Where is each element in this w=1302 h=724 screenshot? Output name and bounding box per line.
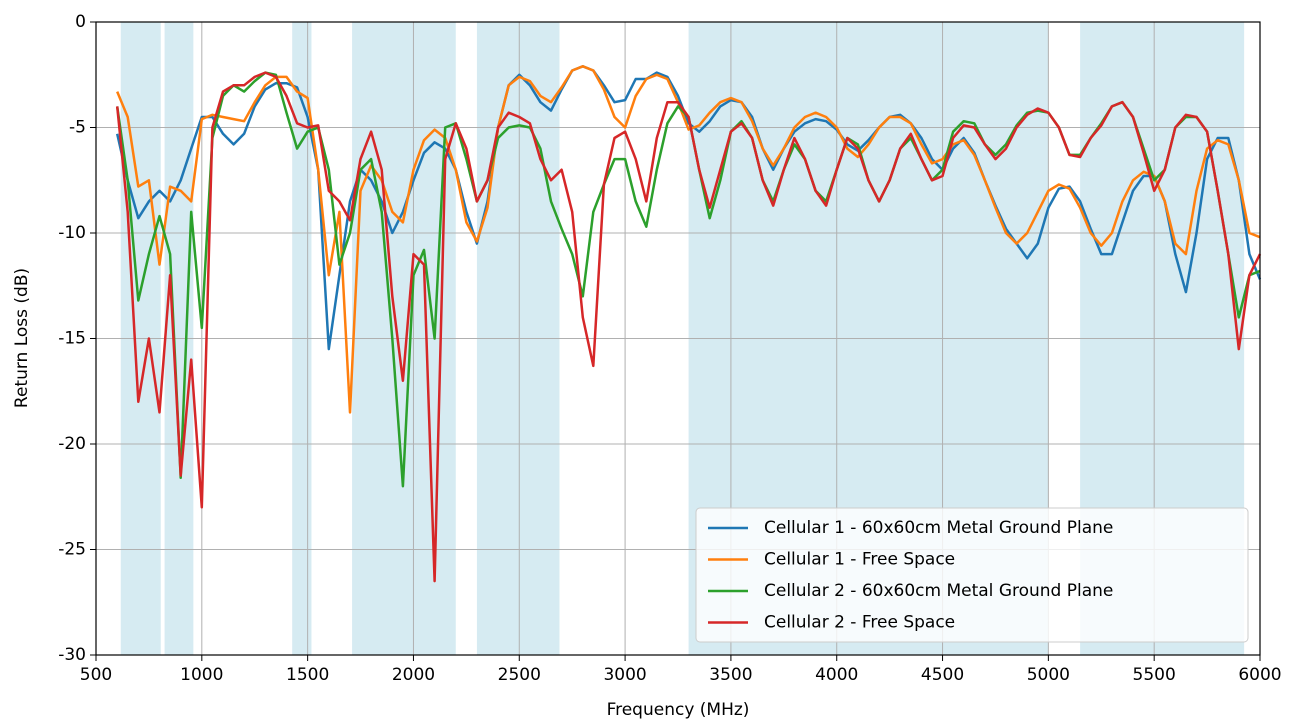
y-tick-label: -30 xyxy=(58,645,86,665)
x-tick-label: 2500 xyxy=(498,665,541,685)
series-line xyxy=(116,65,1261,414)
y-tick-label: -10 xyxy=(58,223,86,243)
y-axis-label: Return Loss (dB) xyxy=(12,268,32,408)
legend-label: Cellular 1 - Free Space xyxy=(764,550,955,570)
x-tick-label: 4000 xyxy=(815,665,858,685)
x-tick-label: 3000 xyxy=(603,665,646,685)
legend-label: Cellular 1 - 60x60cm Metal Ground Plane xyxy=(764,518,1113,538)
x-tick-label: 3500 xyxy=(709,665,752,685)
y-tick-label: -15 xyxy=(58,329,86,349)
legend-box xyxy=(695,507,1249,643)
x-tick-label: 500 xyxy=(80,665,112,685)
x-tick-label: 5000 xyxy=(1027,665,1070,685)
x-tick-label: 4500 xyxy=(921,665,964,685)
x-tick-label: 6000 xyxy=(1238,665,1281,685)
y-tick-label: -25 xyxy=(58,540,86,560)
legend-label: Cellular 2 - 60x60cm Metal Ground Plane xyxy=(764,581,1113,601)
y-tick-label: -20 xyxy=(58,434,86,454)
series-line xyxy=(115,71,1262,583)
x-tick-label: 2000 xyxy=(392,665,435,685)
x-tick-label: 1500 xyxy=(286,665,329,685)
plot-frame xyxy=(95,21,1261,656)
x-tick-label: 1000 xyxy=(180,665,223,685)
x-tick-label: 5500 xyxy=(1133,665,1176,685)
y-tick-label: -5 xyxy=(69,118,86,138)
y-tick-label: 0 xyxy=(75,12,86,32)
legend: Cellular 1 - 60x60cm Metal Ground Plane C… xyxy=(695,507,1249,643)
x-axis-label: Frequency (MHz) xyxy=(607,700,750,720)
legend-label: Cellular 2 - Free Space xyxy=(764,613,955,633)
